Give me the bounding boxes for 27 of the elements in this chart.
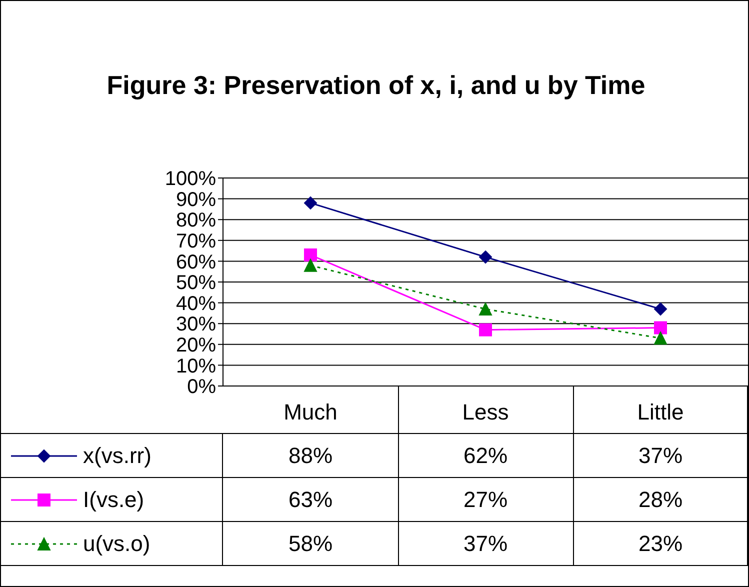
data-label: 58% [287,530,334,558]
data-label: 23% [637,530,684,558]
y-tick-label: 60% [176,251,216,274]
data-label: 37% [637,442,684,470]
y-tick-label: 20% [176,334,216,356]
data-label: 62% [462,442,509,470]
x-tick-label: Much [284,400,338,425]
y-tick-label: 10% [176,355,216,378]
y-tick-label: 90% [176,188,216,211]
y-tick-label: 0% [187,376,216,398]
data-label: 88% [287,442,334,470]
y-tick-label: 100% [164,168,216,190]
legend-label: x(vs.rr) [83,443,152,469]
y-tick-label: 30% [176,314,216,336]
data-label: 37% [462,530,509,558]
x-tick-label: Little [637,400,684,425]
y-tick-label: 40% [176,292,216,315]
data-label: 28% [637,486,684,514]
legend-label: u(vs.o) [83,531,150,557]
y-tick-label: 70% [176,230,216,252]
data-label: 27% [462,486,509,514]
y-tick-label: 50% [176,272,216,294]
chart-title: Figure 3: Preservation of x, i, and u by Time [106,69,646,102]
y-tick-label: 80% [176,210,216,232]
x-tick-label: Less [462,400,509,425]
legend-label: I(vs.e) [83,487,144,513]
data-label: 63% [287,486,334,514]
